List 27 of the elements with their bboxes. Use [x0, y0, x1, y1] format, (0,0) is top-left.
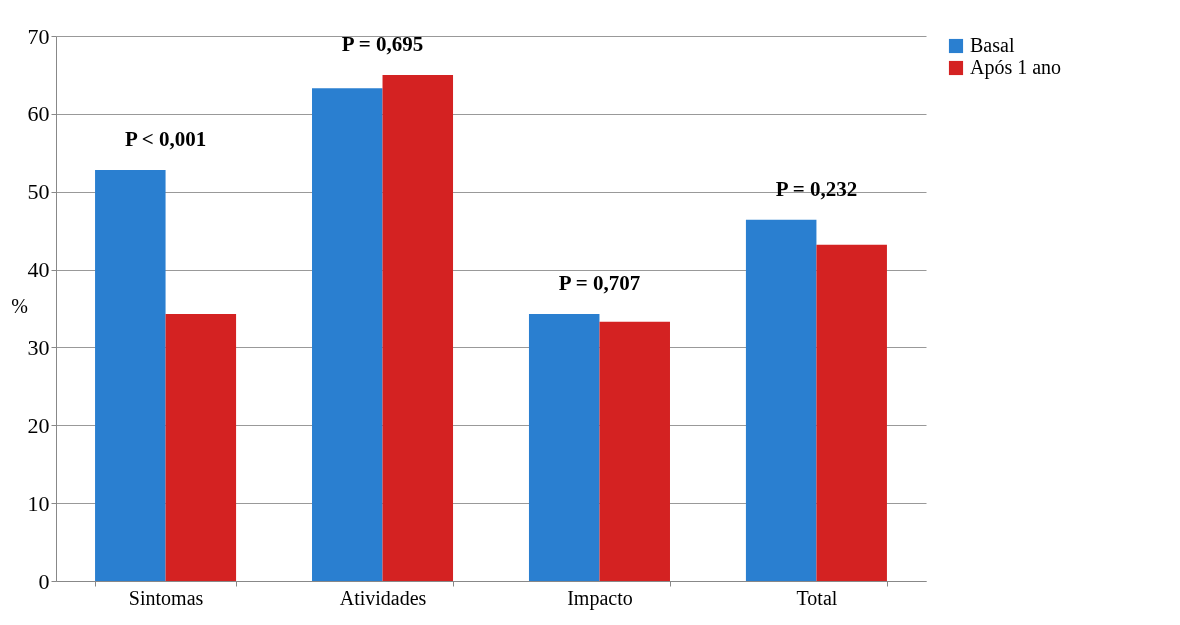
y-tick-label: 50 [27, 179, 50, 205]
y-tick-label: 40 [27, 257, 50, 283]
y-tick-label: 10 [27, 490, 50, 516]
y-axis-title: % [11, 294, 28, 317]
bar [382, 74, 454, 581]
bar [95, 169, 166, 581]
annotation: P = 0,232 [775, 176, 858, 201]
y-tick-label: 30 [27, 334, 50, 360]
bar [312, 88, 383, 581]
bar [816, 244, 887, 581]
bar [528, 313, 600, 581]
y-tick-label: 0 [38, 568, 50, 594]
annotation: P = 0,707 [558, 270, 641, 295]
x-tick-label: Impacto [567, 586, 633, 610]
y-tick-label: 60 [27, 101, 50, 127]
x-tick-label: Sintomas [128, 586, 204, 609]
legend-label: Após 1 ano [970, 56, 1062, 79]
y-tick-label: 20 [27, 412, 50, 438]
x-tick-label: Atividades [339, 586, 427, 609]
bar [745, 219, 817, 581]
bar [165, 313, 237, 581]
bar [599, 321, 670, 581]
legend-label: Basal [970, 34, 1015, 56]
annotation: P < 0,001 [124, 126, 207, 151]
annotation: P = 0,695 [341, 31, 424, 56]
x-tick-label: Total [796, 586, 838, 609]
y-tick-label: 70 [27, 23, 50, 49]
